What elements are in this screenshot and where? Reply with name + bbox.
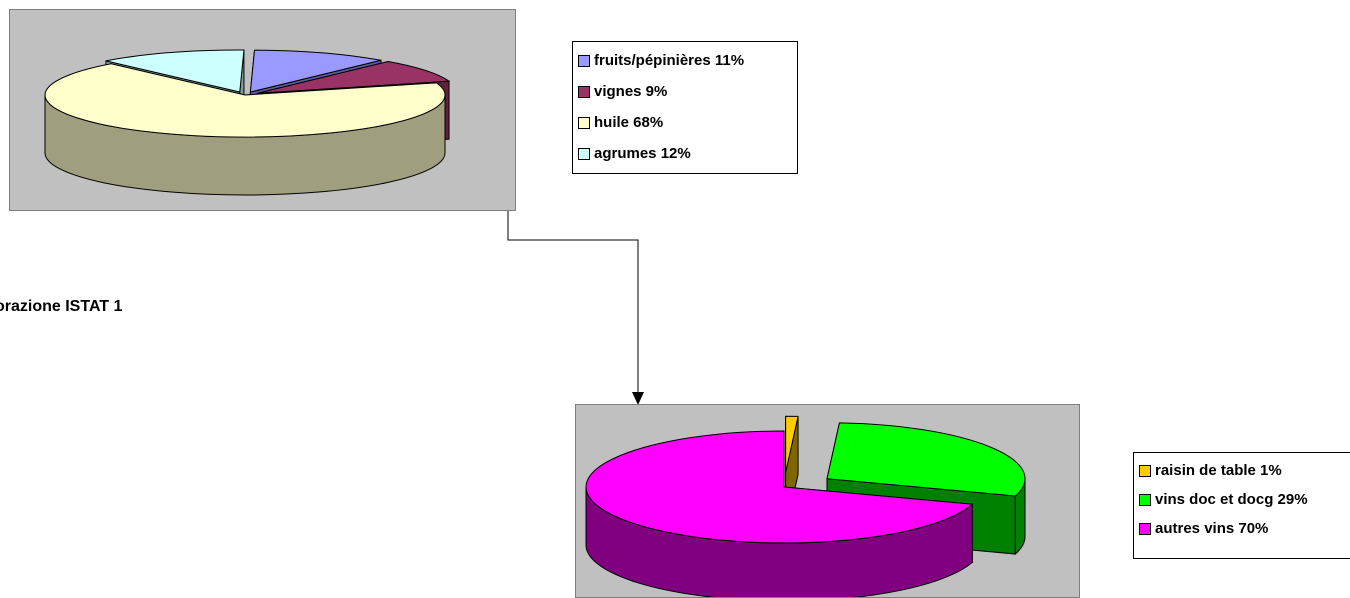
legend-label: raisin de table 1% [1155, 462, 1282, 479]
pie-chart-1 [44, 49, 451, 196]
legend-swatch [578, 54, 590, 67]
legend-label: vins doc et docg 29% [1155, 491, 1308, 508]
legend-item: raisin de table 1% [1139, 456, 1350, 485]
pie-slice [44, 63, 446, 138]
pie-slice [785, 415, 799, 473]
legend-chart-2: raisin de table 1% vins doc et docg 29% … [1133, 452, 1350, 559]
legend-chart-1: fruits/pépinières 11% vignes 9% huile 68… [572, 41, 798, 174]
legend-swatch [578, 147, 590, 160]
legend-label: vignes 9% [594, 83, 668, 100]
pie-chart-2-plot-area [575, 404, 1080, 598]
legend-swatch [1139, 493, 1151, 506]
legend-item: huile 68% [578, 107, 792, 138]
legend-swatch [1139, 522, 1151, 535]
pie-slice [249, 49, 382, 93]
pie-chart-2 [585, 415, 1026, 597]
legend-item: agrumes 12% [578, 138, 792, 169]
source-note: orazione ISTAT 1 [0, 298, 123, 315]
legend-swatch [1139, 464, 1151, 477]
pie-slice [105, 49, 245, 93]
connector-arrowhead [632, 392, 644, 405]
legend-label: agrumes 12% [594, 145, 691, 162]
legend-item: fruits/pépinières 11% [578, 45, 792, 76]
legend-item: autres vins 70% [1139, 514, 1350, 543]
pie-chart-1-plot-area [9, 9, 516, 211]
legend-item: vins doc et docg 29% [1139, 485, 1350, 514]
legend-label: huile 68% [594, 114, 664, 131]
legend-swatch [578, 116, 590, 129]
legend-label: fruits/pépinières 11% [594, 52, 745, 69]
legend-label: autres vins 70% [1155, 520, 1269, 537]
legend-swatch [578, 85, 590, 98]
pie-slice [585, 430, 974, 544]
legend-item: vignes 9% [578, 76, 792, 107]
pie-slice [826, 422, 1026, 497]
pie-slice [257, 60, 451, 94]
